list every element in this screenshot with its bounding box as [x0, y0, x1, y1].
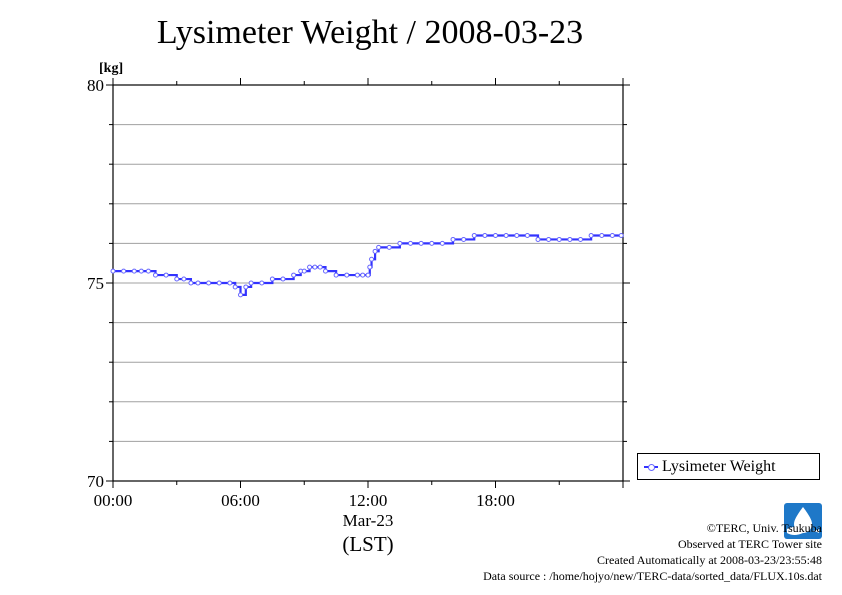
observed-text: Observed at TERC Tower site: [677, 537, 822, 551]
data-point: [354, 272, 360, 278]
data-point: [418, 240, 424, 246]
copyright-text: ©TERC, Univ. Tsukuba: [706, 521, 822, 535]
y-tick-label: 75: [87, 274, 104, 293]
data-point: [206, 280, 212, 286]
data-point: [153, 272, 158, 278]
data-point: [372, 248, 378, 254]
y-tick-label: 80: [87, 76, 104, 95]
data-point: [429, 240, 435, 246]
created-text: Created Automatically at 2008-03-23/23:5…: [597, 553, 822, 567]
terc-logo: [784, 503, 822, 539]
data-point: [556, 236, 562, 242]
x-axis-label: (LST): [342, 532, 393, 556]
data-point: [216, 280, 222, 286]
data-point: [369, 256, 375, 262]
x-tick-label: 00:00: [94, 491, 133, 510]
data-point: [291, 272, 297, 278]
x-tick-label: 18:00: [476, 491, 515, 510]
data-point: [317, 264, 323, 270]
data-point: [259, 280, 265, 286]
data-point: [482, 232, 488, 238]
data-point: [461, 236, 467, 242]
data-point: [121, 268, 127, 274]
data-point: [195, 280, 201, 286]
data-point: [588, 232, 594, 238]
legend-line-swatch: [644, 464, 658, 471]
data-point: [131, 268, 137, 274]
source-text: Data source : /home/hojyo/new/TERC-data/…: [483, 569, 822, 583]
data-point: [609, 232, 615, 238]
data-point: [439, 240, 445, 246]
legend-label: Lysimeter Weight: [662, 458, 776, 475]
data-point: [567, 236, 573, 242]
data-point: [238, 292, 243, 298]
y-axis-label: [kg]: [99, 61, 123, 76]
data-point: [618, 232, 624, 238]
data-point: [524, 232, 530, 238]
chart-title: Lysimeter Weight / 2008-03-23: [156, 14, 584, 51]
data-point: [408, 240, 413, 246]
data-point: [138, 268, 144, 274]
data-point: [227, 280, 233, 286]
data-point: [360, 272, 366, 278]
data-point: [365, 272, 371, 278]
data-point: [535, 236, 541, 242]
data-point: [243, 284, 249, 290]
data-point: [307, 264, 313, 270]
data-point: [301, 268, 307, 274]
x-tick-label: 12:00: [349, 491, 388, 510]
data-point: [181, 276, 187, 282]
data-point: [312, 264, 318, 270]
data-point: [145, 268, 151, 274]
data-point: [232, 284, 238, 290]
data-point: [269, 276, 275, 282]
data-point: [174, 276, 180, 282]
y-tick-label: 70: [87, 472, 104, 491]
legend: Lysimeter Weight: [637, 453, 820, 480]
x-date-label: Mar-23: [343, 511, 394, 530]
data-point: [503, 232, 509, 238]
data-point: [450, 236, 456, 242]
data-point: [188, 280, 194, 286]
data-point: [280, 276, 286, 282]
x-tick-label: 06:00: [221, 491, 260, 510]
data-point: [546, 236, 552, 242]
data-point: [471, 232, 477, 238]
data-point: [493, 232, 498, 238]
data-point: [578, 236, 583, 242]
data-point: [344, 272, 350, 278]
data-point: [323, 268, 328, 274]
data-point: [376, 244, 382, 250]
data-point: [110, 268, 116, 274]
data-point: [163, 272, 169, 278]
data-point: [333, 272, 339, 278]
data-point: [599, 232, 605, 238]
data-point: [514, 232, 520, 238]
data-point: [367, 264, 373, 270]
data-point: [386, 244, 392, 250]
data-point: [248, 280, 254, 286]
credits-block: ©TERC, Univ. Tsukuba Observed at TERC To…: [483, 520, 822, 584]
data-point: [397, 240, 403, 246]
